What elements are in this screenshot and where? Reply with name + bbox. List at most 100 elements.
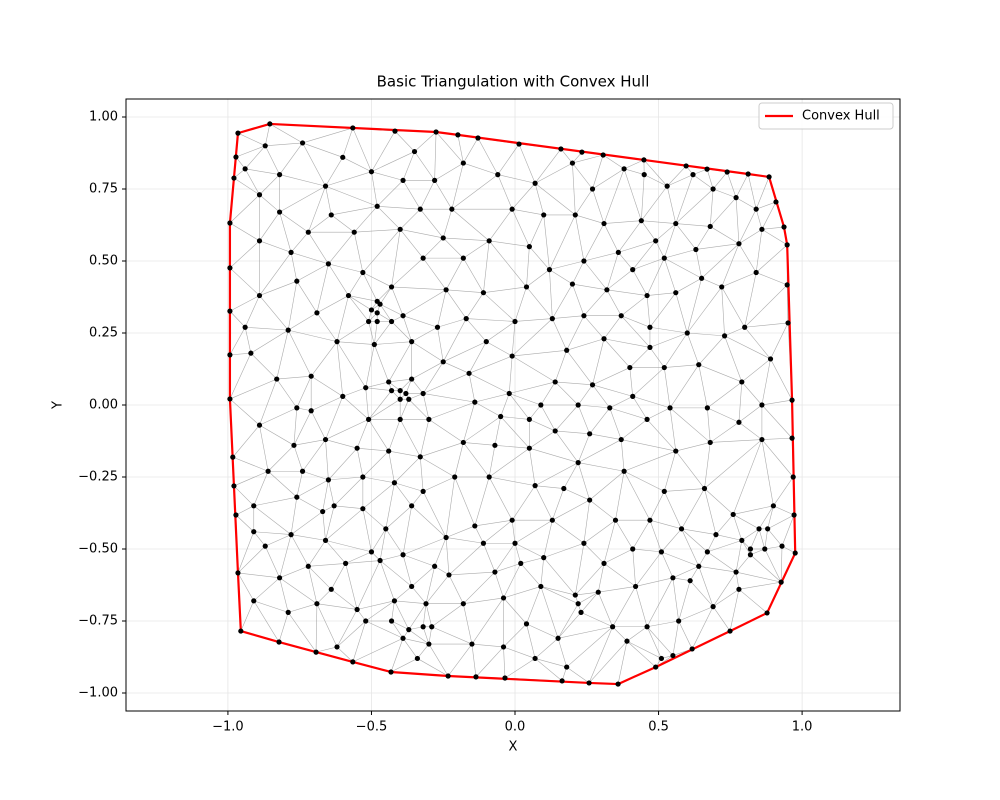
triangulation-edge [724, 335, 771, 360]
triangulation-edge [334, 505, 363, 509]
triangulation-edge [420, 180, 435, 210]
triangulation-edge [686, 278, 702, 334]
triangulation-edge [425, 574, 450, 604]
point [388, 284, 395, 290]
triangulation-edge [399, 399, 410, 420]
triangulation-edge [411, 491, 424, 506]
triangulation-edge [621, 295, 648, 316]
point [308, 408, 314, 414]
triangulation-edge [554, 350, 567, 383]
point [388, 388, 395, 394]
triangulation-edge [500, 416, 530, 449]
triangulation-edge [583, 315, 605, 339]
triangulation-edge [626, 640, 662, 659]
point [231, 175, 237, 181]
triangulation-edge [391, 620, 409, 630]
point [291, 442, 297, 448]
triangulation-edge [229, 310, 246, 328]
triangulation-edge [615, 520, 633, 550]
triangulation-edge [504, 658, 536, 679]
point [397, 396, 403, 402]
point [374, 318, 380, 325]
triangulation-edge [733, 514, 760, 530]
triangulation-edge [245, 326, 289, 331]
point [460, 255, 466, 261]
point [630, 267, 636, 273]
triangulation-edge [603, 338, 631, 368]
point [248, 350, 254, 356]
triangulation-edge [414, 151, 435, 181]
triangulation-edge [514, 519, 553, 544]
triangulation-edge [434, 537, 447, 567]
point [251, 529, 257, 535]
triangulation-edge [388, 378, 412, 383]
triangulation-edge [511, 321, 516, 357]
triangulation-edge [589, 471, 625, 501]
triangulation-edge [240, 600, 255, 632]
triangulation-edge [232, 456, 269, 472]
point [791, 512, 797, 518]
triangulation-edge [411, 586, 427, 604]
point [773, 199, 779, 205]
triangulation-edge [265, 142, 303, 147]
triangulation-edge [379, 560, 412, 587]
triangulation-edge [362, 508, 387, 530]
point [383, 526, 389, 532]
triangulation-edge [572, 162, 593, 190]
point [334, 339, 340, 345]
triangulation-edge [371, 528, 387, 553]
point [452, 474, 458, 480]
triangulation-edge [264, 145, 280, 175]
triangulation-edge [623, 470, 665, 492]
triangulation-edge [253, 600, 280, 643]
point [778, 579, 784, 585]
triangulation-edge [229, 353, 252, 400]
point [747, 546, 754, 552]
triangulation-edge [566, 315, 585, 351]
triangulation-edge [267, 445, 295, 472]
triangulation-edge [454, 442, 464, 478]
point [440, 359, 446, 365]
point [262, 143, 268, 149]
point [704, 166, 710, 172]
triangulation-edge [761, 201, 777, 230]
triangulation-edge [391, 600, 395, 622]
point [701, 485, 708, 492]
triangulation-edge [761, 439, 794, 478]
triangulation-edge [667, 174, 694, 187]
triangulation-edge [276, 375, 312, 380]
point [615, 249, 621, 255]
triangulation-edge [575, 563, 605, 596]
triangulation-edge [511, 355, 556, 383]
triangulation-edge [689, 566, 700, 581]
legend-label: Convex Hull [802, 109, 880, 124]
triangulation-edge [408, 399, 430, 420]
point [276, 172, 283, 178]
triangulation-edge [483, 286, 527, 293]
triangulation-edge [316, 312, 338, 342]
triangulation-edge [474, 393, 510, 403]
point [618, 313, 624, 319]
triangulation-edge [710, 197, 737, 227]
triangulation-edge [259, 425, 269, 472]
point [693, 246, 699, 253]
triangulation-edge [554, 430, 579, 463]
triangulation-edge [609, 396, 633, 409]
point [627, 364, 633, 371]
triangulation-edge [514, 542, 544, 558]
triangulation-edge [557, 612, 582, 639]
triangulation-edge [423, 476, 455, 492]
triangulation-edge [279, 185, 326, 213]
triangulation-edge [229, 267, 260, 296]
triangulation-edge [646, 257, 665, 296]
triangulation-edge [278, 612, 289, 643]
triangulation-edge [583, 500, 590, 544]
point [230, 454, 236, 460]
triangulation-edge [767, 528, 783, 547]
point [762, 546, 768, 552]
triangulation-edge [463, 442, 495, 446]
triangulation-edge [325, 540, 372, 553]
point [265, 468, 271, 474]
point [587, 431, 593, 437]
triangulation-edge [744, 272, 757, 328]
